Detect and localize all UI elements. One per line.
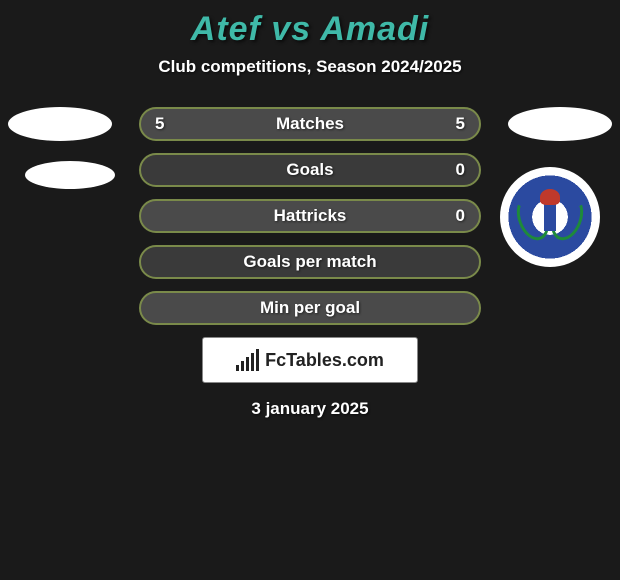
torch-icon [544, 203, 556, 231]
stat-label: Goals per match [141, 252, 479, 272]
stat-right-value: 0 [456, 160, 465, 180]
stat-right-value: 5 [456, 114, 465, 134]
stat-row-goals-per-match: Goals per match [139, 245, 481, 279]
stat-rows: 5 Matches 5 Goals 0 Hattricks 0 Goals pe… [139, 107, 481, 325]
stat-right-value: 0 [456, 206, 465, 226]
stat-row-matches: 5 Matches 5 [139, 107, 481, 141]
brand-logo: FcTables.com [202, 337, 418, 383]
brand-text: FcTables.com [265, 350, 384, 371]
left-team-badge-2 [25, 161, 115, 189]
subtitle: Club competitions, Season 2024/2025 [0, 57, 620, 77]
stat-left-value: 5 [155, 114, 164, 134]
bar-chart-icon [236, 349, 259, 371]
stat-label: Matches [141, 114, 479, 134]
stat-row-goals: Goals 0 [139, 153, 481, 187]
stat-row-min-per-goal: Min per goal [139, 291, 481, 325]
right-team-badge-small [508, 107, 612, 141]
date-text: 3 january 2025 [0, 399, 620, 419]
right-team-crest [500, 167, 600, 267]
stat-row-hattricks: Hattricks 0 [139, 199, 481, 233]
stat-label: Hattricks [141, 206, 479, 226]
crest-inner [508, 175, 592, 259]
left-team-badge-1 [8, 107, 112, 141]
comparison-content: 5 Matches 5 Goals 0 Hattricks 0 Goals pe… [0, 107, 620, 419]
page-title: Atef vs Amadi [0, 0, 620, 49]
stat-label: Min per goal [141, 298, 479, 318]
stat-label: Goals [141, 160, 479, 180]
